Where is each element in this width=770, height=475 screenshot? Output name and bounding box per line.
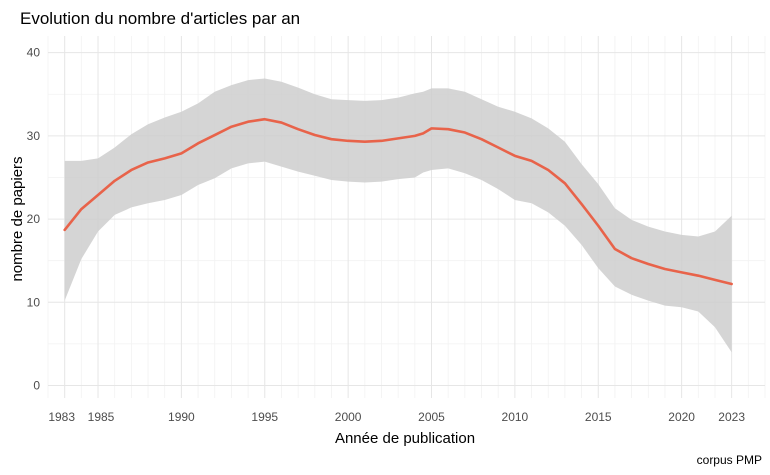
y-tick-label: 20 <box>27 212 41 226</box>
y-tick-label: 10 <box>27 295 41 309</box>
y-tick-label: 0 <box>33 379 40 393</box>
confidence-ribbon <box>64 78 732 353</box>
x-tick-label: 1995 <box>251 410 278 424</box>
chart-caption: corpus PMP <box>697 453 762 467</box>
line-layer <box>63 117 733 286</box>
x-tick-label: 1985 <box>88 410 115 424</box>
grid-lines <box>47 36 766 398</box>
x-tick-label: 2000 <box>335 410 362 424</box>
x-tick-label: 2023 <box>718 410 745 424</box>
x-tick-labels: 1983 1985 1990 1995 2000 2005 2010 2015 2020 2023 <box>48 410 745 424</box>
y-axis-title: nombre de papiers <box>9 156 26 281</box>
x-tick-label: 2020 <box>668 410 695 424</box>
x-tick-label: 1990 <box>168 410 195 424</box>
y-tick-label: 30 <box>27 129 41 143</box>
ribbon-layer <box>64 78 732 353</box>
x-tick-label: 2005 <box>418 410 445 424</box>
x-tick-label: 2015 <box>585 410 612 424</box>
x-tick-label: 1983 <box>48 410 75 424</box>
x-axis-title: Année de publication <box>335 430 475 447</box>
series-line <box>63 117 733 286</box>
y-tick-label: 40 <box>27 46 41 60</box>
y-tick-labels: 0 10 20 30 40 <box>27 46 41 393</box>
x-tick-label: 2010 <box>502 410 529 424</box>
chart-title: Evolution du nombre d'articles par an <box>20 9 300 28</box>
